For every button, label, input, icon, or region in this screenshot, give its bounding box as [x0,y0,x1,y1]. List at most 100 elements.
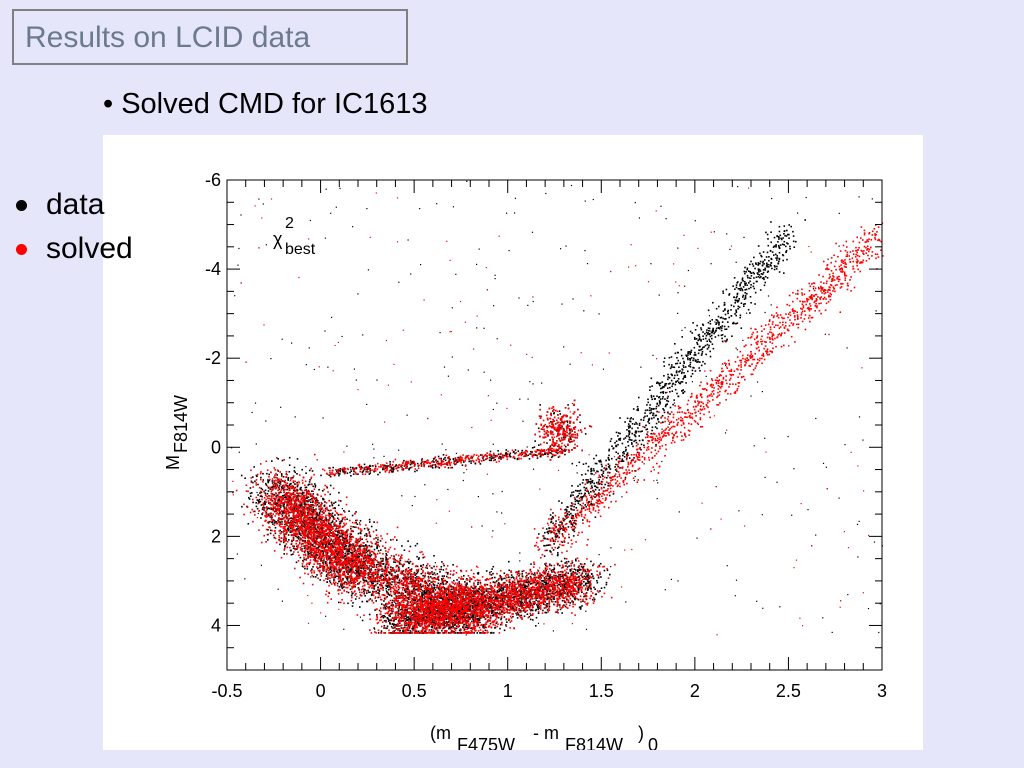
data-point [400,594,402,597]
data-point [587,580,589,582]
data-point [368,544,371,547]
data-point [511,588,514,591]
data-point [508,581,511,583]
data-point [267,522,270,524]
data-point [276,494,279,496]
data-point [377,473,379,476]
data-point [260,491,263,494]
data-point [338,601,340,604]
data-point [322,498,325,501]
data-point [477,583,479,586]
data-point [411,582,413,585]
data-point [380,630,383,632]
data-point [339,473,341,475]
data-point [332,466,334,469]
data-point [441,578,443,580]
data-point [344,558,346,560]
data-point [338,580,340,583]
data-point [439,582,442,585]
data-point [478,591,481,593]
data-point [389,585,391,588]
data-point [429,602,432,605]
data-point [274,522,276,524]
data-point [456,616,459,619]
data-point [368,591,370,594]
data-point [431,626,434,629]
data-point [578,569,581,571]
data-point [373,588,376,590]
data-point [536,457,539,459]
data-point [405,618,407,620]
data-point [358,546,360,548]
data-point [369,580,371,583]
data-point [472,598,475,600]
data-point [358,589,360,591]
data-point [541,582,544,585]
data-point [295,504,298,507]
data-point [577,598,580,601]
data-point [388,613,391,616]
data-point [352,545,354,547]
data-point [308,516,311,519]
data-point [346,535,348,537]
data-point [440,566,443,568]
data-point [296,481,298,484]
data-point [563,585,566,588]
data-point [344,581,346,583]
data-point [492,610,494,612]
data-point [433,457,435,460]
data-point [556,452,559,455]
data-point [299,487,302,490]
data-point [327,519,329,521]
data-point [440,622,443,625]
data-point [508,453,511,456]
data-point [543,584,545,586]
data-point [376,545,378,548]
data-point [447,467,450,469]
data-point [292,481,295,484]
data-point [402,565,404,568]
data-point [397,588,400,591]
data-point [375,590,377,593]
data-point [329,493,331,496]
data-point [402,630,404,632]
data-point [577,589,580,591]
data-point [419,616,422,619]
data-point [581,605,583,607]
data-point [404,589,406,592]
data-point [497,612,500,615]
data-point [260,504,263,506]
data-point [502,586,504,589]
data-point [338,551,340,553]
data-point [390,566,392,568]
data-point [590,560,592,563]
data-point [496,591,498,594]
data-point [439,597,441,599]
data-point [503,629,506,632]
data-point [314,527,317,530]
data-point [285,473,288,475]
data-point [581,572,584,574]
data-point [390,612,392,615]
data-point [289,517,291,520]
data-point [374,558,377,561]
data-point [271,486,274,488]
data-point [386,627,388,629]
data-point [323,520,325,522]
data-point [554,601,557,603]
data-point [407,616,410,618]
data-point [489,450,492,453]
data-point [258,501,260,503]
data-point [407,561,410,563]
data-point [340,584,342,586]
data-point [533,581,536,583]
data-point [494,459,496,461]
data-point [379,540,382,542]
data-point [487,609,490,611]
data-point [384,567,386,569]
data-point [476,617,479,620]
data-point [508,560,510,563]
data-point [441,561,443,563]
data-point [497,591,500,593]
data-point [497,584,499,587]
